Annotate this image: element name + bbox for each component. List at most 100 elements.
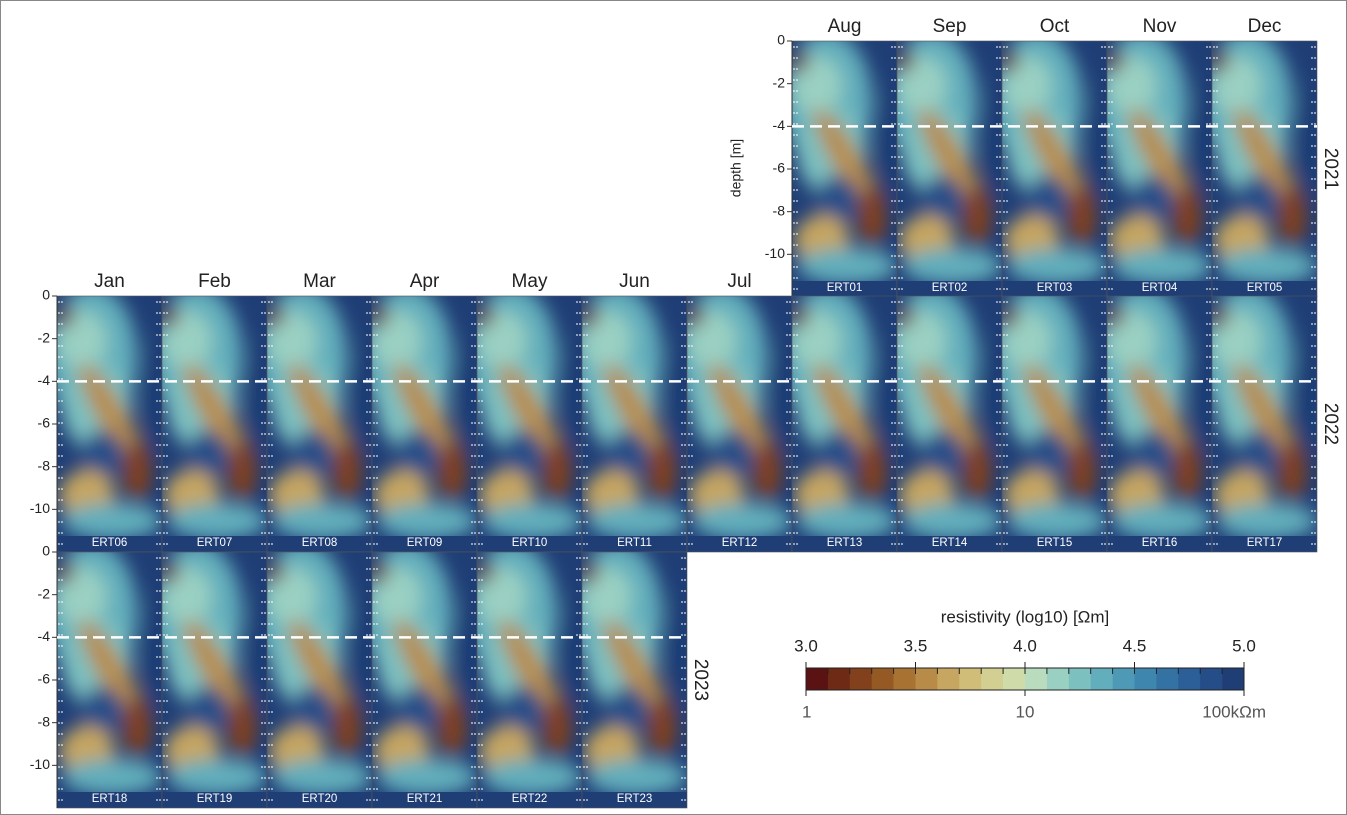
ert-panel (467, 542, 585, 808)
ert-panel (572, 542, 690, 808)
colorbar-tick-label: 10 (1016, 702, 1035, 721)
colorbar-tick-label: 3.5 (904, 636, 928, 655)
y-tick-label: -8 (38, 457, 51, 473)
panel-label: ERT14 (932, 537, 968, 549)
month-label: May (512, 271, 548, 292)
ert-panel (152, 286, 270, 552)
panel-label: ERT07 (197, 537, 233, 549)
ert-panel (887, 286, 1005, 552)
y-tick-label: -4 (38, 372, 51, 388)
ert-panel (152, 542, 270, 808)
ert-panel (1097, 286, 1215, 552)
y-tick-label: -6 (38, 415, 51, 431)
y-tick-label: -8 (773, 202, 786, 218)
panel-label: ERT15 (1037, 537, 1073, 549)
colorbar-cell (1134, 668, 1157, 690)
ert-panel (782, 31, 900, 297)
panel-border (1211, 295, 1318, 553)
month-label: Sep (933, 16, 967, 37)
ert-panel (1202, 31, 1320, 297)
panel-label: ERT06 (92, 537, 128, 549)
colorbar-tick-label: 5.0 (1232, 636, 1256, 655)
panel-label: ERT22 (512, 793, 548, 805)
ert-panel (1097, 31, 1215, 297)
ert-panel (467, 286, 585, 552)
month-label: Oct (1040, 16, 1070, 37)
panel-label: ERT13 (827, 537, 863, 549)
y-tick-label: 0 (42, 543, 50, 559)
colorbar-cell (1068, 668, 1091, 690)
ert-panel (992, 286, 1110, 552)
ert-panel (782, 286, 900, 552)
panel-label: ERT19 (197, 793, 233, 805)
colorbar-cell (1112, 668, 1135, 690)
year-label: 2021 (1320, 148, 1341, 190)
colorbar-cell (849, 668, 872, 690)
colorbar-cell (937, 668, 960, 690)
month-label: Feb (198, 271, 231, 292)
panel-label: ERT16 (1142, 537, 1178, 549)
colorbar-tick-label: 4.0 (1013, 636, 1037, 655)
colorbar-cell (827, 668, 851, 690)
colorbar-tick-label: 3.0 (794, 636, 818, 655)
panel-label: ERT11 (617, 537, 652, 549)
colorbar-cell (981, 668, 1004, 690)
colorbar-cell (1025, 668, 1048, 690)
month-label: Aug (828, 16, 862, 37)
panel-label: ERT02 (932, 282, 968, 294)
panel-label: ERT18 (92, 793, 128, 805)
ert-panel (887, 31, 1005, 297)
colorbar-cell (1200, 668, 1223, 690)
month-label: Mar (303, 271, 336, 292)
ert-panel (257, 286, 375, 552)
colorbar-tick-label: 100kΩm (1202, 702, 1266, 721)
ert-panel (47, 286, 165, 552)
y-tick-label: -10 (30, 500, 50, 516)
ert-panel (677, 286, 795, 552)
panel-label: ERT09 (407, 537, 443, 549)
y-tick-label: -10 (30, 756, 50, 772)
panel-label: ERT21 (407, 793, 443, 805)
colorbar-cell (1046, 668, 1070, 690)
panel-label: ERT03 (1037, 282, 1073, 294)
ert-panel (362, 286, 480, 552)
ert-panel (572, 286, 690, 552)
y-tick-label: -2 (38, 585, 51, 601)
colorbar-cell (893, 668, 916, 690)
ert-panel (992, 31, 1110, 297)
y-tick-label: -2 (38, 329, 51, 345)
y-tick-label: -10 (765, 245, 785, 261)
colorbar-cell (915, 668, 938, 690)
y-tick-label: 0 (777, 32, 785, 48)
panel-label: ERT01 (827, 282, 863, 294)
month-label: Jun (619, 271, 650, 292)
y-tick-label: -8 (38, 713, 51, 729)
month-label: Dec (1248, 16, 1282, 37)
y-tick-label: -6 (773, 160, 786, 176)
y-tick-label: -2 (773, 74, 786, 90)
ert-panel (47, 542, 165, 808)
ert-panel (257, 542, 375, 808)
panel-label: ERT05 (1247, 282, 1283, 294)
colorbar-cell (1156, 668, 1179, 690)
month-label: Nov (1143, 16, 1177, 37)
colorbar-cell (959, 668, 982, 690)
ert-panel (362, 542, 480, 808)
colorbar-tick-label: 1 (802, 702, 811, 721)
panel-label: ERT04 (1142, 282, 1178, 294)
colorbar-tick-label: 4.5 (1123, 636, 1147, 655)
y-tick-label: -6 (38, 671, 51, 687)
y-tick-label: -4 (38, 628, 51, 644)
y-tick-label: 0 (42, 287, 50, 303)
month-label: Jan (94, 271, 125, 292)
panel-label: ERT20 (302, 793, 338, 805)
colorbar-cell (871, 668, 894, 690)
panel-label: ERT23 (617, 793, 653, 805)
y-axis-label: depth [m] (728, 139, 744, 197)
colorbar-cell (806, 668, 829, 690)
y-tick-label: -4 (773, 117, 786, 133)
month-label: Jul (727, 271, 751, 292)
panel-label: ERT10 (512, 537, 548, 549)
colorbar-cell (1003, 668, 1026, 690)
